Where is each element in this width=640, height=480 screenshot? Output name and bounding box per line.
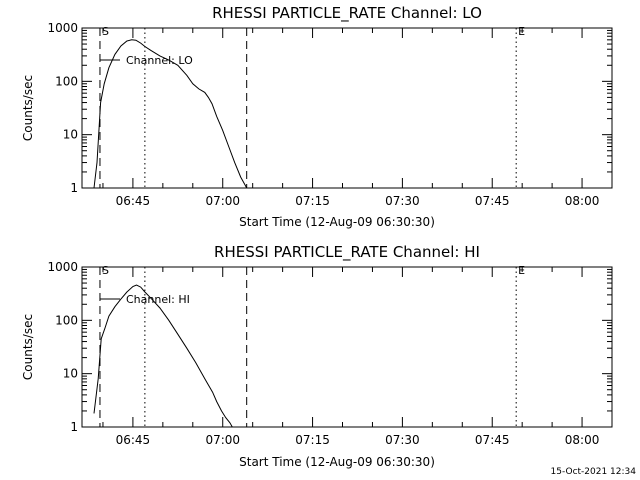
marker-label: E xyxy=(518,25,525,38)
x-tick-label: 07:30 xyxy=(385,194,420,208)
chart-lo: RHESSI PARTICLE_RATE Channel: LO 1 10 100 10… xyxy=(21,4,613,229)
page-timestamp: 15-Oct-2021 12:34 xyxy=(550,467,636,477)
x-tick-label: 07:30 xyxy=(385,433,420,447)
data-series-line xyxy=(93,284,233,428)
plot-frame xyxy=(81,266,613,428)
plot-frame xyxy=(81,27,613,189)
x-tick-label: 08:00 xyxy=(565,433,600,447)
chart-title: RHESSI PARTICLE_RATE Channel: HI xyxy=(214,243,480,262)
marker-label: S xyxy=(102,25,109,38)
x-axis-label: Start Time (12-Aug-09 06:30:30) xyxy=(239,455,435,469)
y-tick-label: 1 xyxy=(70,181,78,195)
y-tick-label: 1000 xyxy=(47,21,78,35)
x-tick-label: 07:00 xyxy=(205,433,240,447)
marker-label: S xyxy=(102,264,109,277)
y-axis-label: Counts/sec xyxy=(21,75,35,141)
x-tick-label: 07:15 xyxy=(295,194,330,208)
y-tick-label: 100 xyxy=(55,74,78,88)
y-tick-label: 10 xyxy=(63,128,78,142)
x-tick-label: 07:15 xyxy=(295,433,330,447)
x-tick-label: 07:45 xyxy=(475,433,510,447)
data-series-line xyxy=(93,39,248,189)
x-tick-label: 07:45 xyxy=(475,194,510,208)
x-tick-label: 06:45 xyxy=(116,433,151,447)
legend-label: Channel: HI xyxy=(126,293,190,306)
chart-hi: RHESSI PARTICLE_RATE Channel: HI 1 10 100 10… xyxy=(21,243,613,469)
y-axis-label: Counts/sec xyxy=(21,314,35,380)
x-tick-label: 08:00 xyxy=(565,194,600,208)
y-tick-label: 100 xyxy=(55,313,78,327)
marker-label: E xyxy=(518,264,525,277)
y-tick-label: 1000 xyxy=(47,260,78,274)
y-tick-label: 10 xyxy=(63,367,78,381)
x-axis-label: Start Time (12-Aug-09 06:30:30) xyxy=(239,215,435,229)
legend-label: Channel: LO xyxy=(126,54,193,67)
chart-title: RHESSI PARTICLE_RATE Channel: LO xyxy=(212,4,482,23)
y-tick-label: 1 xyxy=(70,420,78,434)
x-tick-label: 07:00 xyxy=(205,194,240,208)
x-tick-label: 06:45 xyxy=(116,194,151,208)
